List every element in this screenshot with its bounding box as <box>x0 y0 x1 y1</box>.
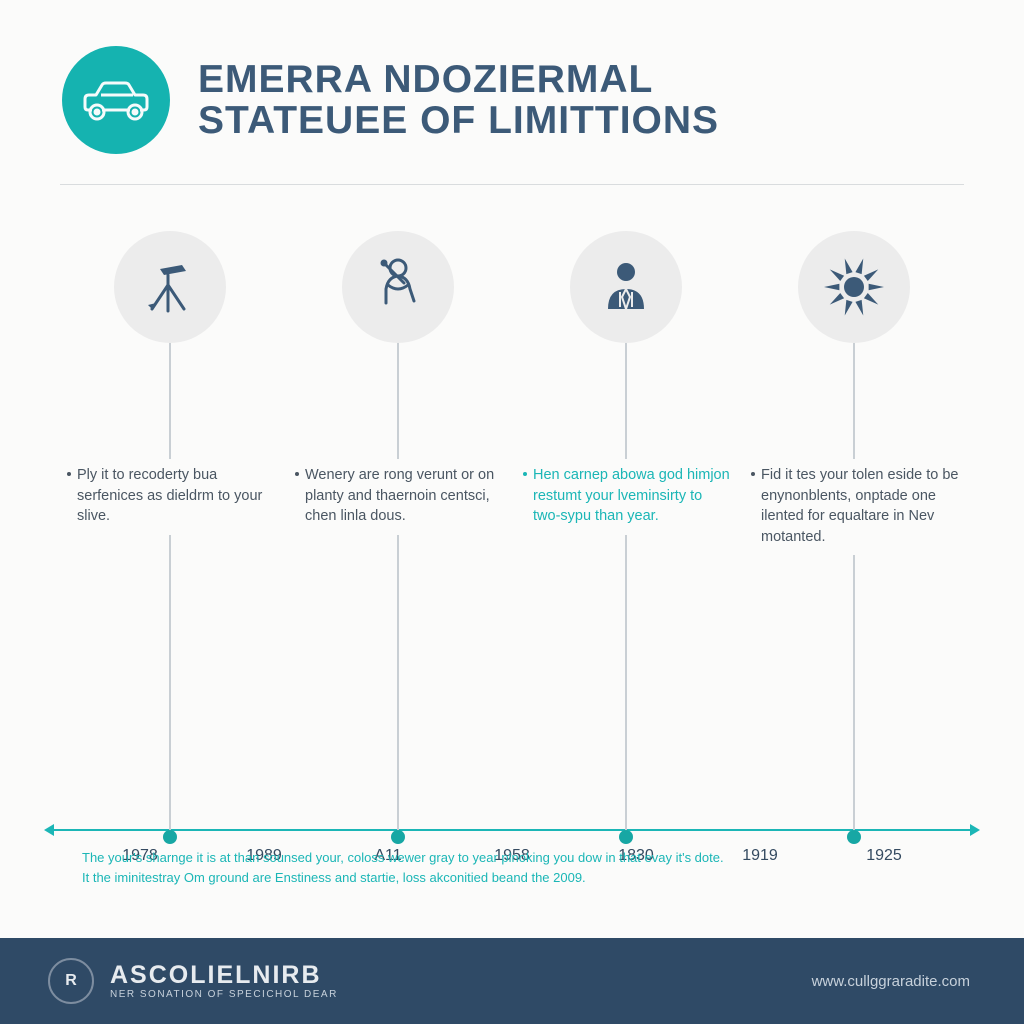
timeline-vline <box>397 343 399 831</box>
title-line-2: STATEUEE OF LIMITTIONS <box>198 99 719 142</box>
footer-brand: ASCOLIELNIRB NER SONATION OF SPECICHOL D… <box>110 962 338 1001</box>
column-text: Hen carnep abowa god himjon restumt your… <box>521 459 731 535</box>
timeline-column: Wenery are rong verunt or on planty and … <box>288 231 508 871</box>
timeline-node <box>163 830 177 844</box>
column-text: Ply it to recoderty bua serfenices as di… <box>65 459 275 535</box>
timeline-vline <box>853 343 855 831</box>
timeline-node <box>619 830 633 844</box>
caption: The your's sharnge it is at than sounsed… <box>82 848 944 887</box>
timeline: Ply it to recoderty bua serfenices as di… <box>60 231 964 871</box>
page-title: EMERRA NDOZIERMAL STATEUEE OF LIMITTIONS <box>198 59 719 142</box>
title-line-1: EMERRA NDOZIERMAL <box>198 58 653 101</box>
caption-line-2: It the iminitestray Om ground are Enstin… <box>82 868 944 888</box>
header: EMERRA NDOZIERMAL STATEUEE OF LIMITTIONS <box>0 0 1024 184</box>
sun-icon <box>798 231 910 343</box>
tripod-icon <box>114 231 226 343</box>
bullet-text: Hen carnep abowa god himjon restumt your… <box>533 465 731 527</box>
footer-url: www.cullggraradite.com <box>812 973 970 990</box>
footer-brand-name: ASCOLIELNIRB <box>110 962 338 988</box>
footer: R ASCOLIELNIRB NER SONATION OF SPECICHOL… <box>0 938 1024 1024</box>
footer-left: R ASCOLIELNIRB NER SONATION OF SPECICHOL… <box>48 958 338 1004</box>
footer-brand-tagline: NER SONATION OF SPECICHOL DEAR <box>110 990 338 1001</box>
businessman-icon <box>570 231 682 343</box>
divider <box>60 184 964 185</box>
bullet-text: Wenery are rong verunt or on planty and … <box>305 465 503 527</box>
timeline-vline <box>169 343 171 831</box>
timeline-column: Ply it to recoderty bua serfenices as di… <box>60 231 280 871</box>
timeline-node <box>391 830 405 844</box>
bullet-text: Fid it tes your tolen eside to be enynon… <box>761 465 959 547</box>
caption-line-1: The your's sharnge it is at than sounsed… <box>82 848 944 868</box>
patient-icon <box>342 231 454 343</box>
column-text: Fid it tes your tolen eside to be enynon… <box>749 459 959 555</box>
timeline-axis <box>46 829 978 831</box>
timeline-column: Hen carnep abowa god himjon restumt your… <box>516 231 736 871</box>
bullet-text: Ply it to recoderty bua serfenices as di… <box>77 465 275 527</box>
timeline-node <box>847 830 861 844</box>
car-icon <box>62 46 170 154</box>
timeline-column: Fid it tes your tolen eside to be enynon… <box>744 231 964 871</box>
column-text: Wenery are rong verunt or on planty and … <box>293 459 503 535</box>
footer-badge-icon: R <box>48 958 94 1004</box>
timeline-vline <box>625 343 627 831</box>
